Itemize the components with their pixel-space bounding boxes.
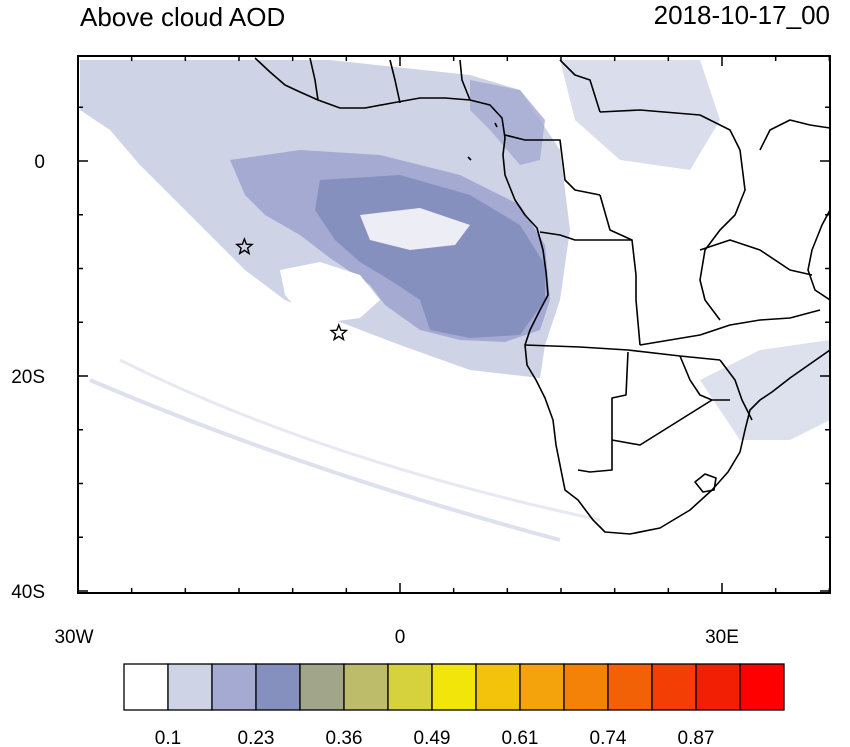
colorbar-label-6: 0.87 <box>678 728 715 747</box>
border-13 <box>759 119 830 151</box>
colorbar-swatch <box>519 663 565 711</box>
border-9 <box>699 239 813 276</box>
colorbar-swatch <box>343 663 389 711</box>
colorbar-swatch <box>123 663 169 711</box>
border-2 <box>599 109 741 151</box>
colorbar-swatch <box>299 663 345 711</box>
colorbar-label-0: 0.1 <box>155 728 181 747</box>
y-tick-label-20s: 20S <box>11 367 45 388</box>
border-4 <box>524 344 721 361</box>
border-6 <box>577 351 629 473</box>
colorbar-swatch <box>167 663 213 711</box>
colorbar-label-2: 0.36 <box>326 728 363 747</box>
axis-tick-labels: 0 20S 40S 30W 0 30E <box>11 152 739 648</box>
border-8 <box>611 399 713 446</box>
border-5 <box>639 309 821 346</box>
aod-mid-coast <box>470 80 545 165</box>
lesotho-outline <box>694 473 717 493</box>
colorbar-swatch <box>739 663 785 711</box>
colorbar-swatch <box>563 663 609 711</box>
border-10 <box>719 359 753 421</box>
border-7 <box>679 355 730 401</box>
island-2 <box>467 156 472 161</box>
aod-clear-gap-2 <box>360 208 470 250</box>
border-3 <box>539 231 641 346</box>
colorbar-label-5: 0.74 <box>590 728 627 747</box>
border-12 <box>699 149 746 321</box>
africa-east-coast <box>807 209 830 301</box>
border-1 <box>545 139 601 196</box>
y-tick-label-0: 0 <box>34 152 45 173</box>
aod-low-south <box>700 340 830 440</box>
y-tick-label-40s: 40S <box>11 582 45 603</box>
border-14 <box>559 59 601 113</box>
map-title: Above cloud AOD <box>80 2 285 32</box>
colorbar-labels: 0.1 0.23 0.36 0.49 0.61 0.74 0.87 <box>155 728 715 747</box>
border-18 <box>459 59 471 101</box>
colorbar-label-1: 0.23 <box>238 728 275 747</box>
colorbar-swatch <box>607 663 653 711</box>
africa-coastline <box>254 57 830 535</box>
axis-ticks <box>77 56 831 593</box>
colorbar-swatch <box>475 663 521 711</box>
border-11 <box>599 194 633 241</box>
border-17 <box>309 57 319 101</box>
star-marker-icon <box>329 323 349 342</box>
colorbar-swatch <box>695 663 741 711</box>
colorbar-swatch <box>211 663 257 711</box>
colorbar-label-4: 0.61 <box>502 728 539 747</box>
continental-outlines <box>254 57 830 535</box>
map-timestamp: 2018-10-17_00 <box>654 0 830 30</box>
colorbar-label-3: 0.49 <box>414 728 451 747</box>
aod-faint-streak <box>89 378 561 542</box>
colorbar-swatch <box>387 663 433 711</box>
aod-low-north <box>560 60 720 170</box>
island-1 <box>494 122 498 128</box>
border-16 <box>389 59 401 104</box>
colorbar-swatch <box>651 663 697 711</box>
aod-faint-streak-2 <box>119 358 601 522</box>
star-marker-icon <box>234 237 254 256</box>
x-tick-label-30w: 30W <box>54 627 93 648</box>
aod-shading <box>80 60 830 542</box>
aod-clear-gap <box>280 262 380 322</box>
map-area <box>78 56 830 593</box>
border-15 <box>504 134 545 141</box>
x-tick-label-30e: 30E <box>705 627 739 648</box>
site-markers <box>234 237 349 342</box>
x-tick-label-0: 0 <box>395 627 406 648</box>
colorbar-swatch <box>255 663 301 711</box>
colorbar <box>123 663 785 711</box>
colorbar-swatch <box>431 663 477 711</box>
